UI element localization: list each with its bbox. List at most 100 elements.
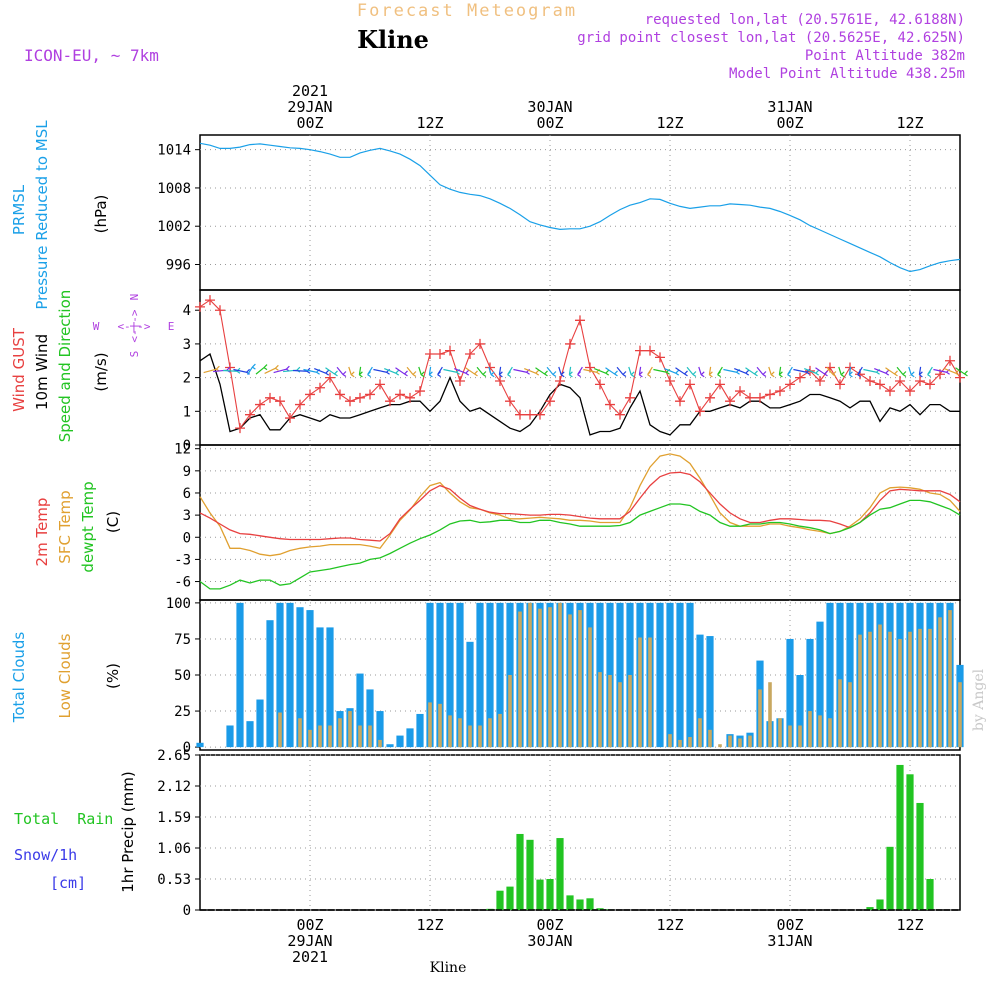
gust-point [325,372,335,383]
low-cloud-bar [908,631,912,748]
low-cloud-bar [308,729,312,748]
low-cloud-bar [538,608,542,748]
cloud-ytick-label: 25 [174,704,191,720]
low-cloud-bar [318,725,322,748]
wind-direction-arrow [768,366,775,378]
temp-frame [199,444,961,601]
gust-point [605,399,615,410]
low-cloud-bar [518,611,522,748]
low-cloud-bar [438,703,442,748]
rain-bar [586,898,594,910]
precip-ytick-label: 0.53 [157,872,191,888]
gust-point [875,379,885,390]
wind-direction-arrow [826,366,837,377]
temp-panel: -6 -3 0 3 6 9 12 [174,442,961,601]
total-cloud-bar [396,735,404,748]
gust-point [405,392,415,403]
compass-north: N [128,294,141,301]
gust-point [235,423,245,434]
wind-direction-arrow [558,366,565,378]
temp-ytick-label: 6 [183,486,191,502]
low-cloud-bar [648,637,652,748]
precip-ytick-label: 2.65 [157,748,191,764]
gust-point [315,382,325,393]
low-cloud-bar [428,702,432,748]
total-cloud-bar [316,627,324,748]
gust-point [555,375,565,386]
gust-point [535,409,545,420]
pressure-label-name: PRMSL [10,184,28,235]
total-cloud-bar [456,602,464,748]
total-cloud-bar [686,602,694,748]
low-cloud-bar [558,602,562,748]
wind-ytick-label: 3 [183,337,191,353]
total-cloud-bar [816,621,824,748]
gust-point [765,389,775,400]
gust-point [595,379,605,390]
rain-bar [526,839,534,910]
wind-direction-arrow [367,366,373,378]
gust-point [575,315,585,326]
wind-direction-arrow [675,367,688,377]
time-label: 00Z [776,114,803,132]
wind-direction-arrow [944,368,960,376]
wind-panel: 0 1 2 3 4 [183,289,968,454]
wind-direction-arrow [336,366,347,377]
gust-point [335,389,345,400]
dewpt-label: dewpt Temp [79,481,97,572]
low-cloud-bar [598,672,602,748]
wind-direction-arrow [908,366,915,378]
gust-point [835,379,845,390]
gust-point [655,352,665,363]
low-cloud-bar [358,725,362,748]
time-label: 30JAN [527,932,572,950]
pressure-ytick-label: 1014 [157,143,191,159]
low-cloud-bar [328,725,332,748]
gust-point [215,305,225,316]
dewpt-line [199,499,961,590]
time-label: 31JAN [767,932,812,950]
wind-direction-arrow [395,367,408,377]
precip-ytick-label: 1.59 [157,810,191,826]
low-cloud-bar [918,628,922,748]
temp-panel-labels: 2m Temp SFC Temp dewpt Temp (C) [33,481,122,572]
snow-label: Snow/1h [14,846,77,864]
low-cloud-bar [508,675,512,748]
total-cloud-bar [356,673,364,748]
wind-direction-arrow [638,366,643,378]
total-cloud-bar [286,602,294,748]
rain-bar [596,908,604,910]
gust-point [205,295,215,306]
wind-direction-arrow [406,366,417,377]
wind-direction-arrow [507,366,513,378]
gust-point [285,413,295,424]
requested-point: requested lon,lat (20.5761E, 42.6188N) [645,12,965,28]
low-cloud-bar [708,729,712,748]
time-label: 00Z [536,916,563,934]
cloud-ytick-label: 75 [174,632,191,648]
wind-direction-arrow [698,366,705,378]
rain-bar [546,879,554,910]
total-cloud-bar [426,602,434,748]
low-cloud-bar [468,725,472,748]
wind-direction-arrow [717,366,723,378]
temp-ytick-label: -3 [174,552,191,568]
grid-point: grid point closest lon,lat (20.5625E, 42… [577,30,965,46]
total-cloud-bar [666,602,674,748]
time-label: 29JAN [287,932,332,950]
low-cloud-bar [828,718,832,748]
wind-direction-arrow [787,366,793,378]
low-cloud-bar [688,737,692,748]
low-cloud-bar [808,711,812,748]
point-altitude: Point Altitude 382m [805,48,965,64]
gust-point [265,392,275,403]
gust-point [425,349,435,360]
wind-direction-arrow [955,367,968,377]
wind-direction-arrow [437,366,443,378]
wind-direction-arrow [616,366,627,377]
wind-direction-arrow [384,368,400,376]
gust-point [375,379,385,390]
wind-direction-arrow [628,366,635,378]
gust-point [345,396,355,407]
